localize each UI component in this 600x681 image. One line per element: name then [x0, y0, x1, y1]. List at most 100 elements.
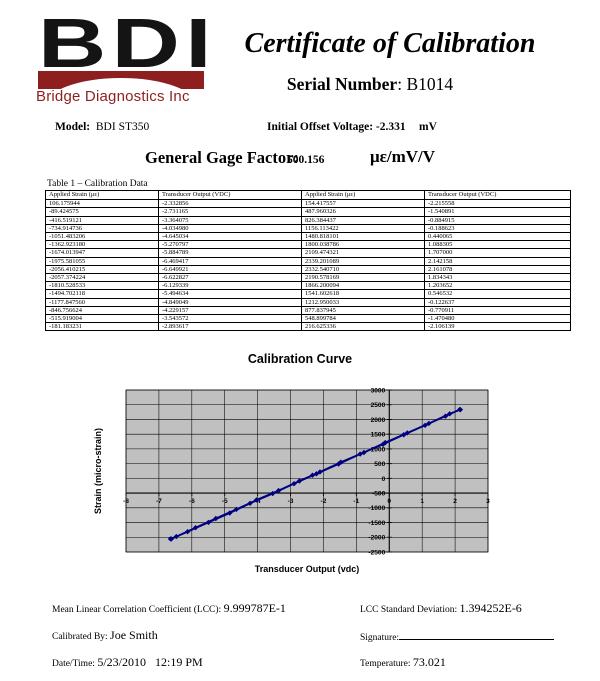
table-cell: -2057.374224 [45, 273, 159, 283]
data-point-marker [317, 469, 323, 475]
table-cell: -2.731165 [158, 207, 302, 217]
table-cell: 1800.038786 [301, 240, 425, 250]
data-point-marker [269, 490, 276, 497]
data-point-marker [309, 472, 316, 478]
y-tick-label: 500 [374, 461, 385, 468]
table-cell: 216.625336 [301, 322, 425, 332]
serial-number-value: : B1014 [397, 74, 454, 94]
y-tick-label: 2500 [371, 402, 386, 409]
datetime-value: 5/23/2010 12:19 PM [97, 655, 203, 669]
calibrated-by-field: Calibrated By: Joe Smith [52, 628, 158, 643]
x-tick-label: 2 [453, 498, 457, 505]
table-cell: 0.440065 [424, 232, 571, 242]
table-cell: 826.384437 [301, 215, 425, 225]
table-cell: -1362.923180 [45, 240, 159, 250]
table-cell: -1.470480 [424, 314, 571, 324]
data-point-marker [338, 459, 344, 465]
table-cell: 1480.818101 [301, 232, 425, 242]
gage-factor-unit: με/mV/V [370, 147, 436, 166]
table-column-header: Transducer Output (VDC) [424, 189, 571, 201]
table-cell: -0.884915 [424, 215, 571, 225]
y-axis-title: Strain (micro-strain) [93, 428, 103, 514]
table-caption: Table 1 – Calibration Data [47, 179, 148, 189]
table-row: -1494.702118 -5.494634 1541.602618 0.546532 [45, 289, 571, 299]
datetime-label: Date/Time: [52, 659, 98, 669]
table-row: -1051.483206 -4.645034 1480.818101 0.440065 [45, 232, 571, 242]
table-cell: -1674.013947 [45, 248, 159, 258]
table-row: -734.914736 -4.034980 1156.113422 -0.188623 [45, 223, 571, 234]
y-tick-label: 2000 [371, 417, 386, 424]
gage-factor-label: General Gage Factor: [145, 148, 299, 167]
table-cell: -4.849049 [158, 297, 302, 307]
table-row: -1362.923180 -5.270797 1800.038786 1.088305 [45, 240, 571, 250]
table-row: -2057.374224 -6.622827 2190.578169 1.834343 [45, 273, 571, 283]
table-row: -181.183231 -2.893617 216.625336 -2.106139 [45, 322, 571, 332]
table-cell: 2332.540710 [301, 264, 425, 275]
page-title: Certificate of Calibration [244, 28, 536, 59]
table-column-header: Applied Strain (με) [301, 189, 425, 201]
table-cell: -1975.581055 [45, 256, 159, 266]
table-cell: -1.540891 [424, 207, 571, 217]
model-label: Model: [55, 121, 91, 133]
table-cell: -2.215558 [424, 199, 571, 209]
calibration-table-body: 106.175944 -2.332856 154.417557 -2.215558 -8… [45, 199, 571, 332]
x-tick-label: -3 [288, 498, 294, 505]
table-cell: 2190.578169 [301, 273, 425, 283]
data-point-marker [422, 422, 428, 429]
table-cell: 877.837945 [301, 305, 425, 316]
serial-number-label: Serial Number [286, 74, 398, 94]
x-tick-label: -2 [321, 498, 327, 505]
table-cell: -4.645034 [158, 232, 302, 242]
initial-offset-voltage: Initial Offset Voltage: -2.331 [267, 121, 406, 133]
table-row: -2056.410215 -6.649921 2332.540710 2.161078 [45, 264, 571, 275]
table-cell: -5.494634 [158, 289, 302, 299]
table-cell: -1810.528533 [45, 281, 159, 291]
serial-number: Serial Number: B1014 [190, 74, 550, 95]
table-row: -416.519121 -3.364075 826.384437 -0.884915 [45, 215, 571, 225]
table-cell: -6.129339 [158, 281, 302, 291]
table-cell: 154.417557 [301, 199, 425, 209]
table-cell: -846.756624 [45, 305, 159, 316]
table-cell: -2.893617 [158, 322, 302, 332]
calibration-table-header: Applied Strain (με) Transducer Output (VD… [45, 189, 571, 201]
table-cell: 2.142158 [424, 256, 571, 266]
lcc-sd-value: 1.394252E-6 [459, 601, 522, 615]
table-cell: 0.546532 [424, 289, 571, 299]
signature-field: Signature: [360, 628, 555, 643]
table-cell: -3.543572 [158, 314, 302, 324]
temperature-field: Temperature: 73.021 [360, 655, 446, 670]
data-line [170, 408, 464, 540]
gage-factor-value: 500.156 [287, 154, 325, 166]
x-tick-label: -8 [123, 498, 129, 505]
lcc-label: Mean Linear Correlation Coefficient (LCC… [52, 605, 224, 615]
data-point-marker [313, 471, 320, 477]
signature-label: Signature: [360, 633, 400, 643]
lcc-sd-label: LCC Standard Deviation: [360, 605, 460, 615]
table-cell: -89.424575 [45, 207, 159, 217]
table-column-header: Applied Strain (με) [45, 189, 159, 201]
data-point-marker [457, 406, 464, 413]
table-column-header: Transducer Output (VDC) [158, 189, 302, 201]
calibration-chart: -2500-2000-1500-1000-5000500100015002000… [93, 387, 490, 574]
table-cell: 2339.201089 [301, 256, 425, 266]
x-tick-label: 3 [486, 498, 490, 505]
table-cell: -4.034980 [158, 223, 302, 234]
data-point-marker [335, 461, 342, 467]
y-tick-label: 0 [382, 476, 386, 483]
table-cell: 1866.200094 [301, 281, 425, 291]
table-cell: -6.469417 [158, 256, 302, 266]
table-cell: -3.364075 [158, 215, 302, 225]
table-cell: 2.161078 [424, 264, 571, 275]
y-tick-label: -1500 [368, 520, 385, 527]
table-cell: -5.884789 [158, 248, 302, 258]
signature-line [399, 628, 555, 640]
data-point-marker [361, 449, 367, 456]
calibrated-by-label: Calibrated By: [52, 632, 111, 642]
y-tick-label: 1000 [371, 446, 386, 453]
model-value: BDI ST350 [90, 121, 150, 133]
y-tick-label: 1500 [371, 432, 386, 439]
table-cell: 548.899784 [301, 314, 425, 324]
model-field: Model: BDI ST350 [55, 121, 149, 133]
y-tick-label: -2500 [368, 549, 385, 556]
y-tick-label: -2000 [368, 535, 385, 542]
